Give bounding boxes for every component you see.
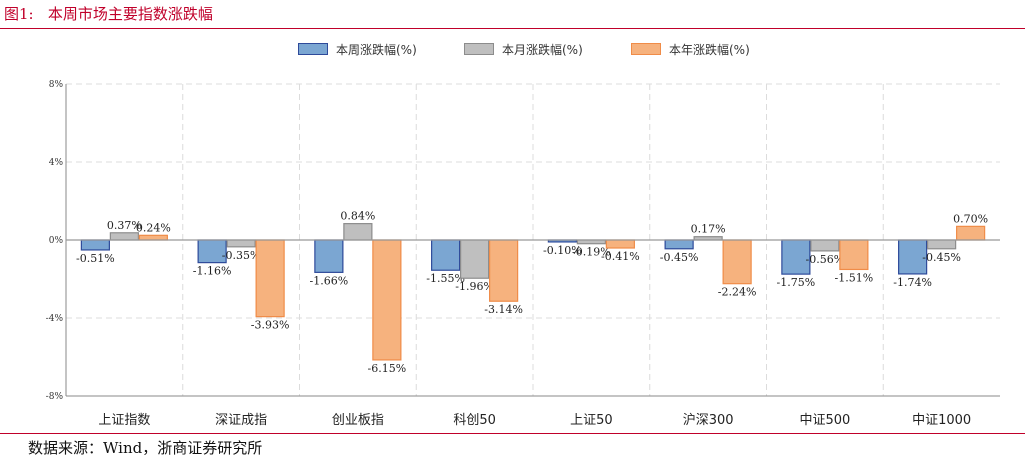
- legend-swatch-yearly: [631, 43, 661, 55]
- data-label-yearly: -6.15%: [368, 362, 407, 375]
- bar-yearly: [722, 239, 752, 285]
- data-label-yearly: -3.14%: [484, 303, 523, 316]
- bar-monthly: [109, 232, 139, 241]
- bar-yearly: [605, 239, 635, 249]
- data-label-monthly: -0.45%: [922, 251, 961, 264]
- x-tick-label: 中证1000: [912, 413, 971, 428]
- bar-yearly: [489, 239, 519, 302]
- data-label-yearly: -0.41%: [601, 250, 640, 263]
- bar-weekly: [664, 239, 694, 250]
- legend-item-yearly: 本年涨跌幅(%): [631, 38, 750, 60]
- legend-item-monthly: 本月涨跌幅(%): [464, 38, 583, 60]
- source-rule: [0, 433, 1025, 434]
- bar-yearly: [839, 239, 869, 271]
- bar-monthly: [226, 239, 256, 248]
- y-tick-label: 8%: [49, 80, 64, 90]
- data-label-monthly: 0.17%: [691, 223, 726, 236]
- bar-yearly: [956, 225, 986, 241]
- data-label-weekly: -1.74%: [893, 276, 932, 289]
- data-label-yearly: 0.24%: [136, 221, 171, 234]
- x-tick-label: 上证指数: [98, 413, 150, 428]
- x-tick-label: 沪深300: [683, 412, 734, 428]
- data-label-monthly: -0.19%: [572, 246, 611, 259]
- data-label-monthly: -0.35%: [222, 249, 261, 262]
- y-tick-label: 0%: [49, 236, 64, 246]
- bar-yearly: [138, 234, 168, 241]
- chart-legend: 本周涨跌幅(%) 本月涨跌幅(%) 本年涨跌幅(%): [0, 38, 1025, 60]
- y-tick-label: -4%: [46, 314, 64, 324]
- data-label-weekly: -1.55%: [426, 272, 465, 285]
- legend-label-yearly: 本年涨跌幅(%): [669, 42, 750, 57]
- data-label-weekly: -1.16%: [193, 265, 232, 278]
- bar-monthly: [343, 223, 373, 241]
- legend-swatch-monthly: [464, 43, 494, 55]
- data-label-monthly: -1.96%: [455, 280, 494, 293]
- data-label-weekly: -0.45%: [660, 251, 699, 264]
- bar-weekly: [314, 239, 344, 273]
- bar-weekly: [781, 239, 811, 275]
- data-label-monthly: -0.56%: [806, 253, 845, 266]
- bar-chart: 8% 4% 0% -4% -8% -0.51% 0.37%0.24% 上证指数 -1.16% -0…: [46, 80, 1000, 428]
- bar-weekly: [898, 239, 928, 275]
- title-rule: [0, 28, 1025, 29]
- source-note: 数据来源：Wind，浙商证券研究所: [28, 439, 263, 457]
- data-label-weekly: -0.51%: [76, 252, 115, 265]
- x-tick-label: 中证500: [799, 413, 850, 428]
- bar-monthly: [810, 239, 840, 252]
- data-label-weekly: -0.10%: [543, 244, 582, 257]
- bar-weekly: [431, 239, 461, 271]
- y-tick-label: 4%: [49, 158, 64, 168]
- data-label-monthly: 0.37%: [107, 219, 142, 232]
- y-tick-label: -8%: [46, 392, 64, 402]
- bar-monthly: [460, 239, 490, 279]
- legend-label-monthly: 本月涨跌幅(%): [502, 42, 583, 57]
- legend-item-weekly: 本周涨跌幅(%): [298, 38, 417, 60]
- x-tick-label: 深证成指: [215, 413, 267, 428]
- x-tick-label: 创业板指: [332, 413, 384, 428]
- data-label-yearly: -2.24%: [718, 286, 757, 299]
- data-label-yearly: -3.93%: [251, 319, 290, 332]
- bar-weekly: [80, 239, 110, 251]
- data-label-weekly: -1.66%: [310, 274, 349, 287]
- data-label-monthly: 0.84%: [340, 210, 375, 223]
- x-tick-label: 上证50: [570, 413, 613, 428]
- x-tick-label: 科创50: [453, 413, 496, 428]
- data-label-weekly: -1.75%: [777, 276, 816, 289]
- bar-yearly: [372, 239, 402, 361]
- bar-yearly: [255, 239, 285, 318]
- bar-monthly: [927, 239, 957, 250]
- figure-title: 图1: 本周市场主要指数涨跌幅: [4, 5, 213, 23]
- data-label-yearly: 0.70%: [953, 212, 988, 225]
- legend-swatch-weekly: [298, 43, 328, 55]
- legend-label-weekly: 本周涨跌幅(%): [336, 42, 417, 57]
- data-label-yearly: -1.51%: [835, 271, 874, 284]
